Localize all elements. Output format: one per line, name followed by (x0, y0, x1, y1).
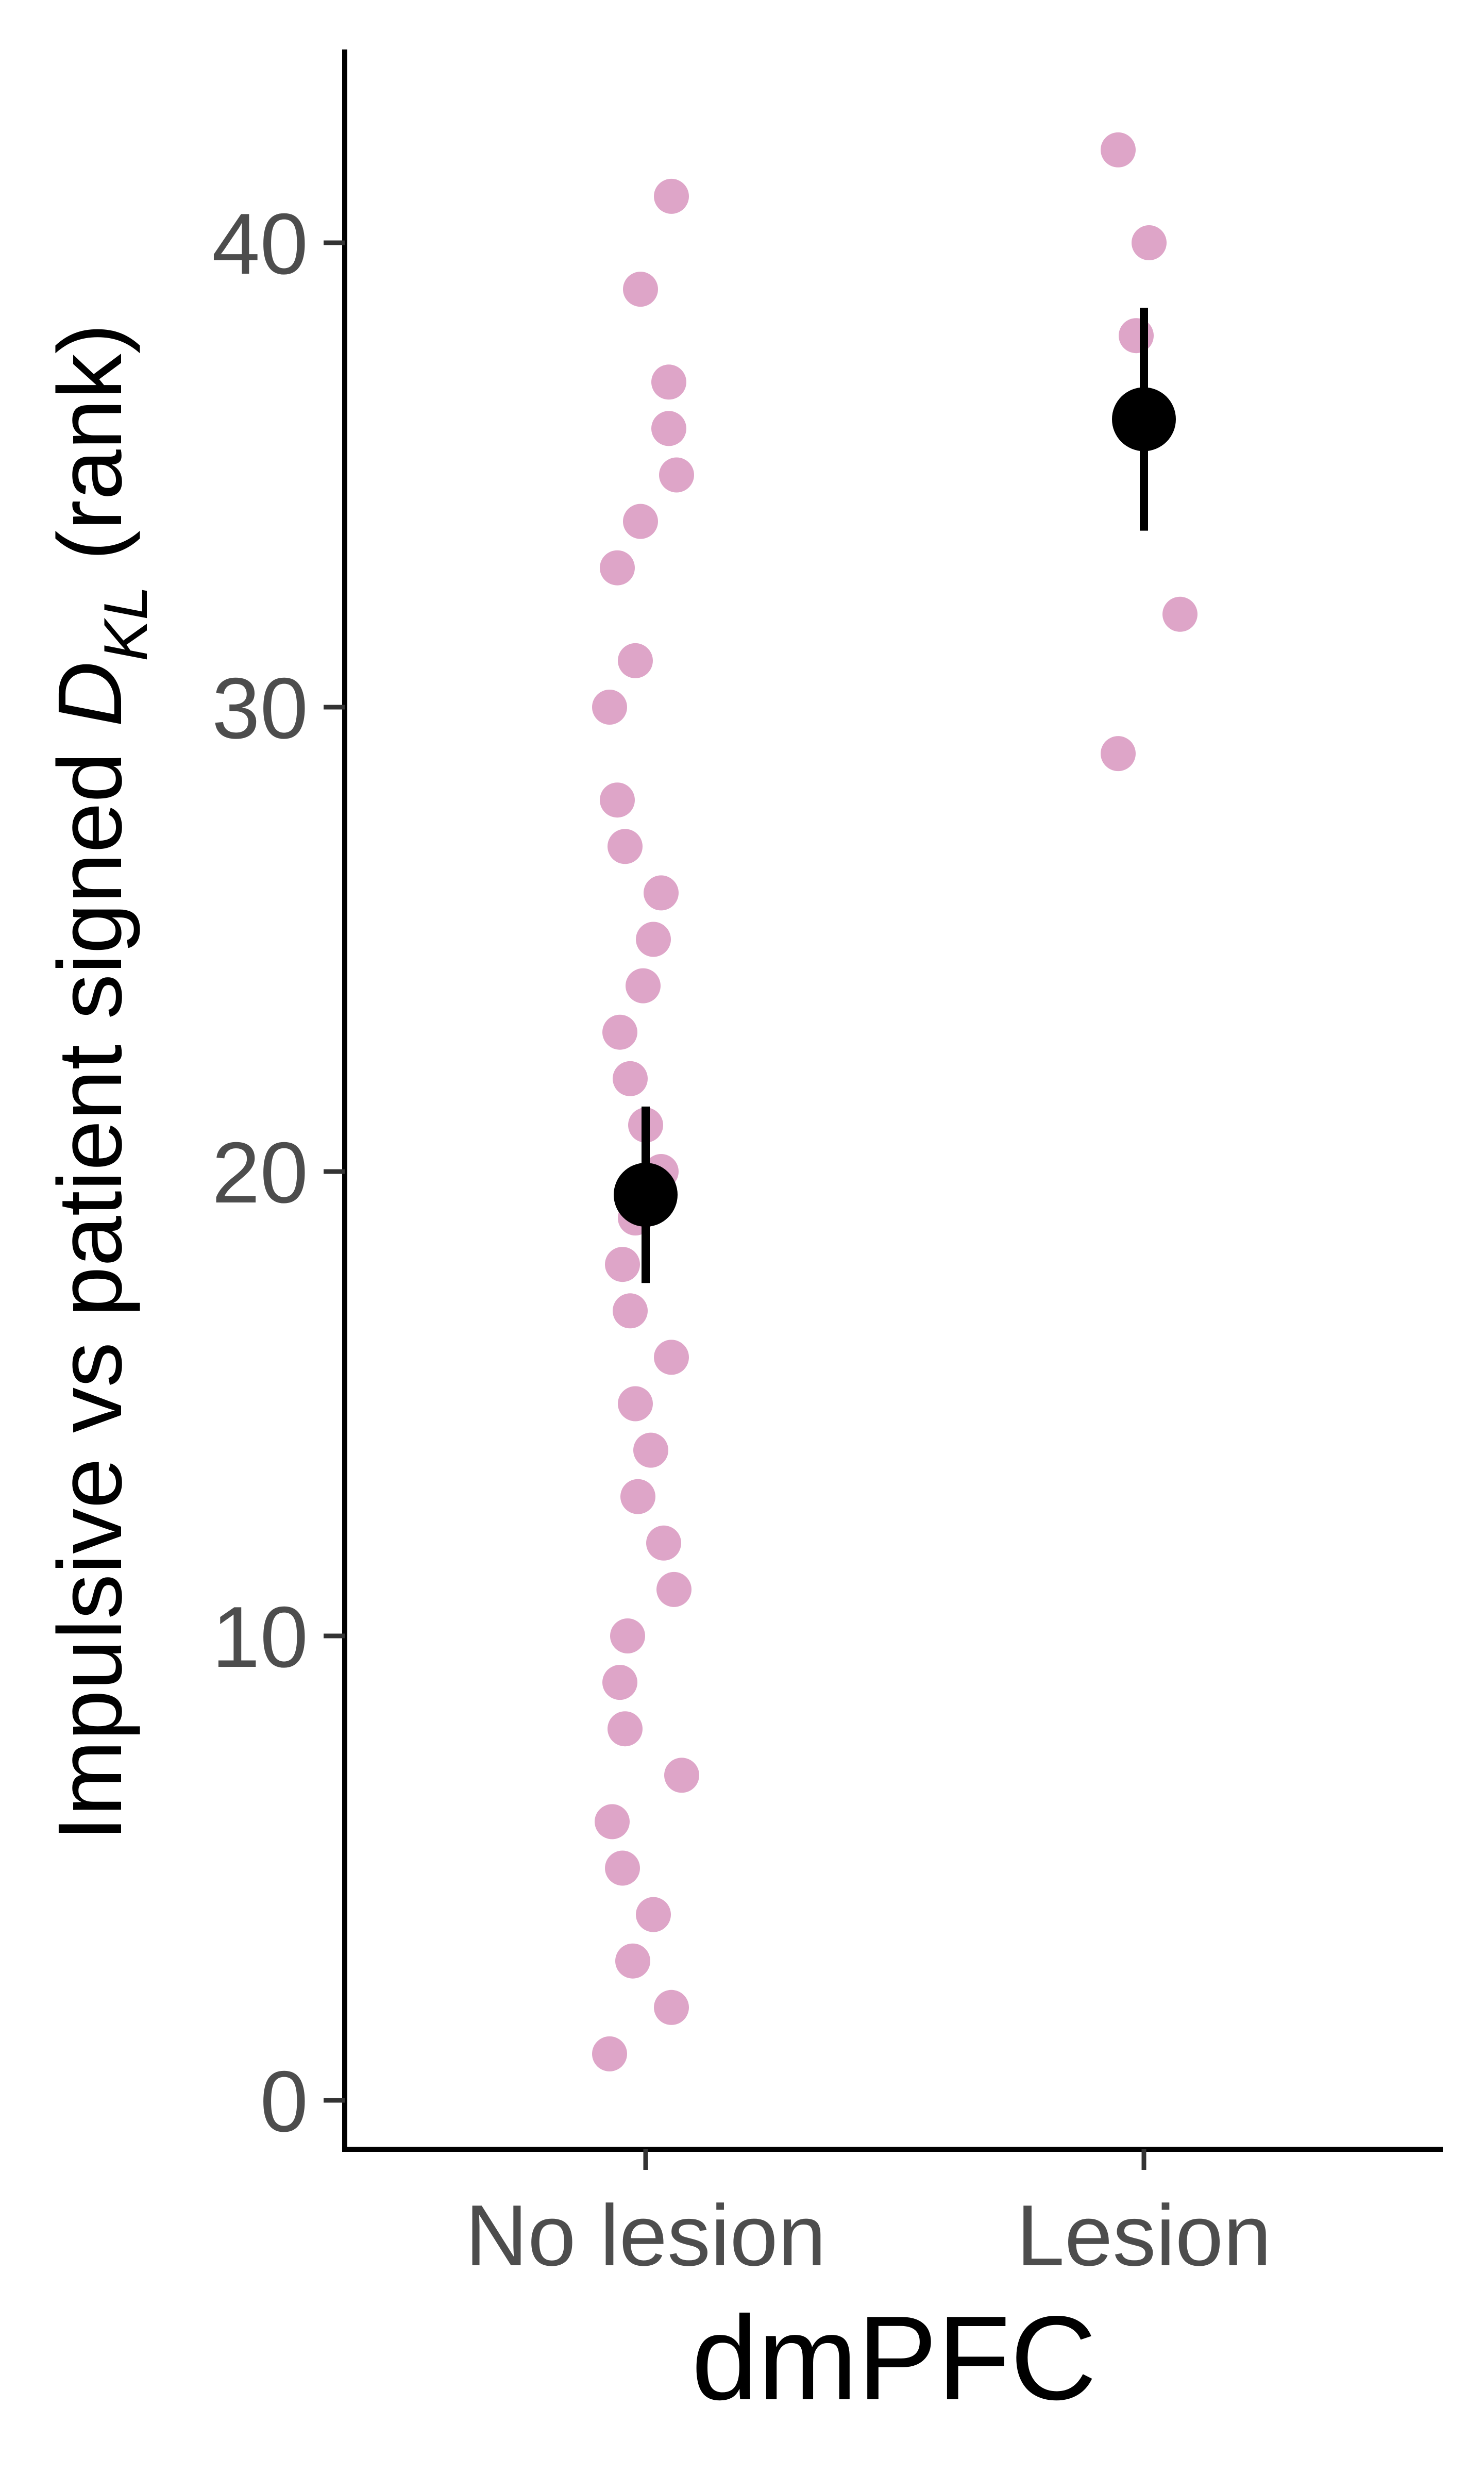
data-point (644, 875, 679, 911)
data-point (636, 1897, 671, 1932)
data-point (636, 922, 671, 957)
data-point (1101, 132, 1136, 168)
data-point (620, 1479, 655, 1514)
data-point (1119, 318, 1154, 354)
data-point (600, 550, 635, 586)
data-point (654, 178, 689, 214)
y-tick-label: 30 (212, 660, 308, 757)
x-tick-label: Lesion (1016, 2187, 1271, 2284)
data-point (633, 1432, 668, 1468)
y-tick-label: 0 (260, 2053, 308, 2150)
data-point (664, 1758, 699, 1793)
mean-point (614, 1163, 678, 1227)
data-point (1101, 736, 1136, 772)
y-axis-title-suffix: (rank) (40, 324, 141, 586)
data-point (613, 1061, 648, 1096)
y-axis-title-prefix: Impulsive vs patient signed (40, 727, 141, 1841)
data-point (600, 782, 635, 818)
y-axis-title: Impulsive vs patient signed DKL (rank) (40, 324, 160, 1841)
y-axis-title-subscript: KL (91, 586, 160, 661)
data-point (615, 1943, 650, 1979)
data-point (623, 272, 658, 307)
data-point (605, 1850, 640, 1886)
data-point (623, 504, 658, 539)
y-ticks: 0 10 20 30 40 (212, 195, 345, 2150)
data-point (613, 1293, 648, 1329)
data-point (610, 1618, 645, 1653)
data-point (618, 1386, 653, 1422)
data-point (608, 829, 643, 864)
data-point (1162, 596, 1198, 632)
data-point (602, 1665, 637, 1700)
x-ticks: No lesion Lesion (465, 2149, 1272, 2284)
data-point (592, 2036, 627, 2071)
data-point (656, 1572, 692, 1607)
data-point (595, 1804, 630, 1840)
y-tick-label: 10 (212, 1589, 308, 1685)
data-point (592, 690, 627, 725)
data-point (605, 1247, 640, 1282)
data-point (602, 1014, 637, 1050)
data-point (659, 457, 694, 493)
data-point (654, 1990, 689, 2025)
y-tick-label: 20 (212, 1124, 308, 1221)
data-point (651, 364, 686, 400)
data-point (618, 643, 653, 678)
data-point (1132, 225, 1167, 260)
data-point (608, 1711, 643, 1747)
summary-stats (614, 308, 1176, 1283)
axes (342, 49, 1443, 2152)
mean-point (1112, 387, 1176, 452)
data-points (592, 132, 1198, 2071)
data-point (654, 1340, 689, 1375)
data-point (626, 968, 661, 1004)
x-tick-label: No lesion (465, 2187, 826, 2284)
y-axis-title-symbol: D (40, 661, 141, 727)
x-axis-title: dmPFC (692, 2292, 1097, 2425)
data-point (651, 411, 686, 446)
data-point (646, 1525, 681, 1561)
y-tick-label: 40 (212, 195, 308, 292)
